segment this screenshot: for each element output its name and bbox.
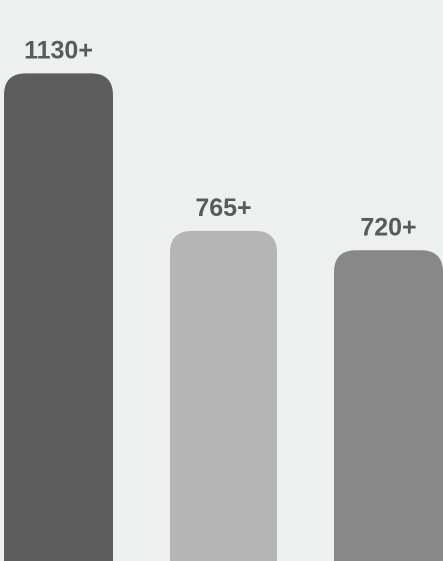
- bars-group: [4, 73, 443, 561]
- labels-group: 1130+ 765+ 720+: [24, 36, 417, 241]
- bar-value-label-2: 765+: [195, 194, 251, 222]
- bar-value-label-3: 720+: [360, 213, 416, 241]
- bar-2: [170, 230, 277, 561]
- bar-value-label-1: 1130+: [24, 36, 93, 64]
- bar-1: [4, 73, 113, 561]
- bar-3: [334, 250, 443, 561]
